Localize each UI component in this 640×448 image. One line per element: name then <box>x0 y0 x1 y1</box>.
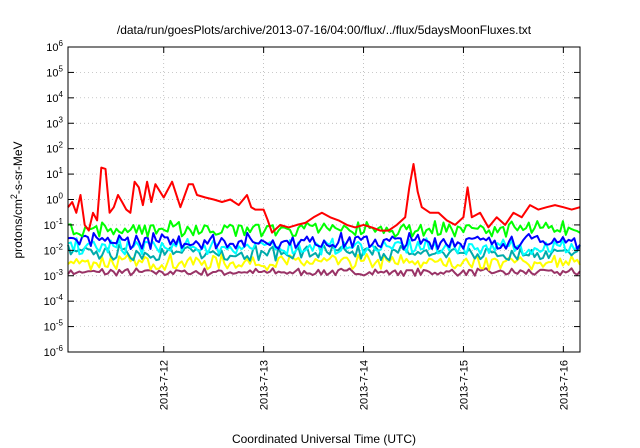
y-tick-label: 102 <box>46 141 63 156</box>
y-axis-label-part1: protons/cm <box>11 199 25 258</box>
x-tick-label: 2013-7-16 <box>558 360 570 410</box>
series-line <box>67 163 581 234</box>
x-axis-label: Coordinated Universal Time (UTC) <box>232 432 416 446</box>
y-tick-label: 100 <box>46 192 63 207</box>
x-tick-label: 2013-7-12 <box>159 360 171 410</box>
series-line <box>67 267 581 277</box>
y-axis-label-part2: -s-sr-MeV <box>11 141 25 194</box>
series-line <box>67 253 581 271</box>
series-line <box>67 231 581 250</box>
x-tick-label: 2013-7-14 <box>359 360 371 410</box>
y-tick-label: 10-2 <box>44 242 64 257</box>
x-tick-label: 2013-7-15 <box>458 360 470 410</box>
series-group <box>67 163 581 277</box>
y-axis: 106 105 104 103 102 101 100 10-1 10-2 10-3 10-4 10-… <box>44 39 580 359</box>
y-tick-label: 10-4 <box>44 293 64 308</box>
y-tick-label: 101 <box>46 166 63 181</box>
x-tick-label: 2013-7-13 <box>259 360 271 410</box>
chart-title: /data/run/goesPlots/archive/2013-07-16/0… <box>117 23 532 37</box>
y-tick-label: 106 <box>46 39 63 54</box>
y-axis-label-exponent: 2 <box>9 194 19 199</box>
x-axis: 2013-7-12 2013-7-13 2013-7-14 2013-7-15 2013… <box>159 47 570 410</box>
y-axis-label: protons/cm2-s-sr-MeV <box>9 141 25 258</box>
y-tick-label: 104 <box>46 90 63 105</box>
y-tick-label: 10-1 <box>44 217 64 232</box>
y-tick-label: 103 <box>46 115 63 130</box>
y-tick-label: 10-6 <box>44 344 64 359</box>
y-tick-label: 10-5 <box>44 319 64 334</box>
y-tick-label: 10-3 <box>44 268 64 283</box>
series-line <box>67 219 581 238</box>
y-tick-label: 105 <box>46 64 63 79</box>
series-line <box>67 243 581 262</box>
